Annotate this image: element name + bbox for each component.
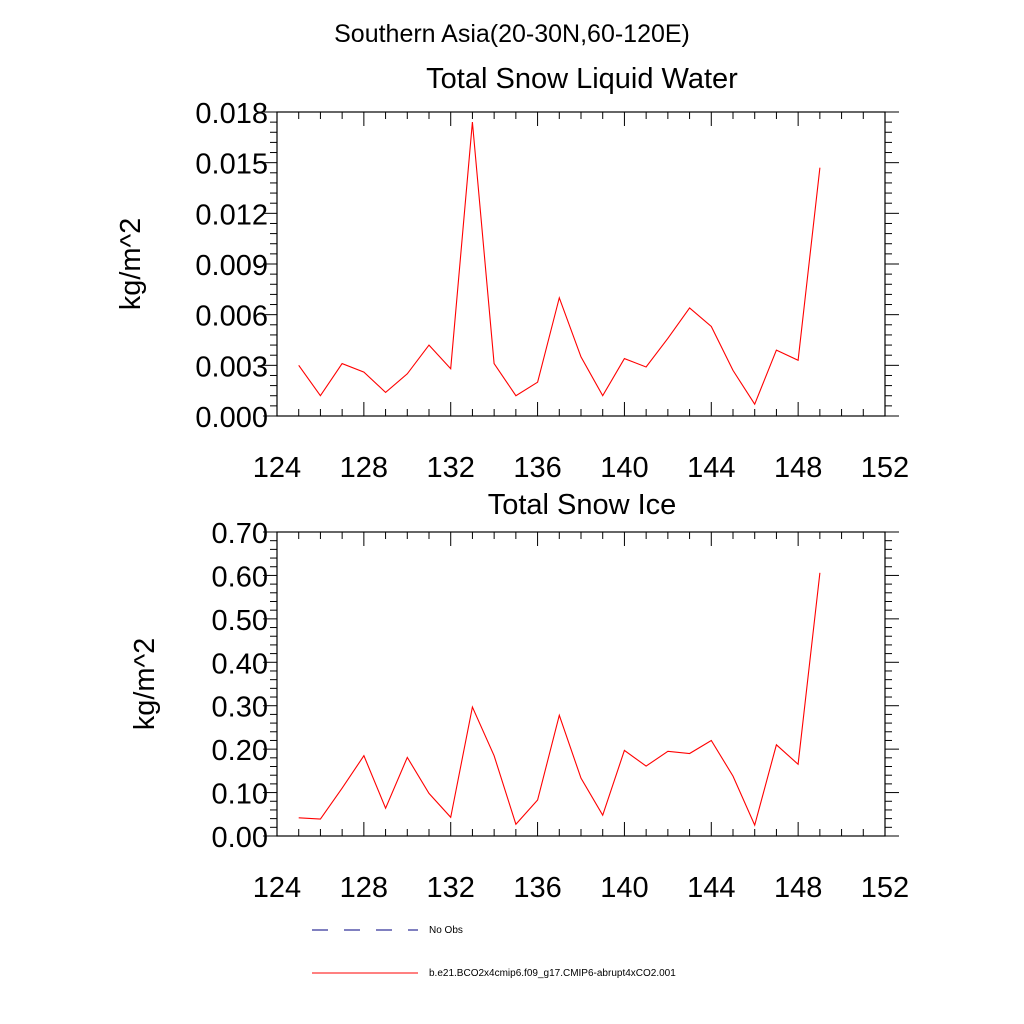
x-tick-label: 148 bbox=[774, 872, 822, 904]
legend-label-model: b.e21.BCO2x4cmip6.f09_g17.CMIP6-abrupt4x… bbox=[429, 968, 676, 979]
y-tick-label: 0.000 bbox=[195, 402, 268, 434]
x-tick-label: 132 bbox=[427, 452, 475, 484]
x-tick-label: 144 bbox=[687, 872, 735, 904]
panel-snow-ice: Total Snow Ice kg/m^2 0.000.100.200.300.… bbox=[129, 489, 909, 904]
panel-title: Total Snow Liquid Water bbox=[426, 63, 738, 95]
y-tick-label: 0.009 bbox=[195, 250, 268, 282]
series-line bbox=[298, 122, 821, 406]
y-tick-label: 0.30 bbox=[212, 692, 268, 724]
x-tick-label: 152 bbox=[861, 872, 909, 904]
x-tick-labels: 124 128 132 136 140 144 148 152 bbox=[253, 452, 909, 484]
y-tick-label: 0.50 bbox=[212, 605, 268, 637]
x-tick-label: 128 bbox=[340, 872, 388, 904]
legend: No Obs b.e21.BCO2x4cmip6.f09_g17.CMIP6-a… bbox=[312, 925, 676, 979]
y-tick-label: 0.003 bbox=[195, 351, 268, 383]
y-tick-label: 0.015 bbox=[195, 149, 268, 181]
series-lines bbox=[298, 572, 821, 827]
x-tick-label: 124 bbox=[253, 872, 301, 904]
y-tick-label: 0.012 bbox=[195, 199, 268, 231]
y-tick-label: 0.70 bbox=[212, 518, 268, 550]
x-tick-label: 136 bbox=[513, 872, 561, 904]
plot-frame bbox=[276, 111, 886, 417]
y-tick-label: 0.00 bbox=[212, 822, 268, 854]
x-tick-label: 140 bbox=[600, 872, 648, 904]
plot-frame bbox=[276, 531, 886, 837]
x-tick-label: 140 bbox=[600, 452, 648, 484]
axis-ticks bbox=[263, 111, 899, 417]
y-tick-labels: 0.000 0.003 0.006 0.009 0.012 0.015 0.018 bbox=[195, 98, 268, 434]
panel-title: Total Snow Ice bbox=[488, 489, 677, 521]
x-tick-labels: 124 128 132 136 140 144 148 152 bbox=[253, 872, 909, 904]
figure-suptitle: Southern Asia(20-30N,60-120E) bbox=[334, 20, 690, 48]
x-tick-label: 132 bbox=[427, 872, 475, 904]
x-tick-label: 124 bbox=[253, 452, 301, 484]
legend-label-no-obs: No Obs bbox=[429, 925, 463, 936]
panel-snow-liquid-water: Total Snow Liquid Water kg/m^2 0.0000.00… bbox=[115, 63, 909, 484]
y-axis-label: kg/m^2 bbox=[115, 218, 147, 311]
y-tick-label: 0.018 bbox=[195, 98, 268, 130]
axis-ticks bbox=[263, 531, 899, 837]
x-tick-label: 144 bbox=[687, 452, 735, 484]
y-tick-label: 0.40 bbox=[212, 648, 268, 680]
y-axis-label: kg/m^2 bbox=[129, 638, 161, 731]
y-tick-labels: 0.00 0.10 0.20 0.30 0.40 0.50 0.60 0.70 bbox=[212, 518, 268, 854]
y-tick-label: 0.006 bbox=[195, 301, 268, 333]
x-tick-label: 136 bbox=[513, 452, 561, 484]
series-lines bbox=[298, 122, 821, 406]
x-tick-label: 128 bbox=[340, 452, 388, 484]
y-tick-label: 0.20 bbox=[212, 735, 268, 767]
x-tick-label: 148 bbox=[774, 452, 822, 484]
x-tick-label: 152 bbox=[861, 452, 909, 484]
y-tick-label: 0.10 bbox=[212, 779, 268, 811]
series-line bbox=[298, 572, 821, 827]
y-tick-label: 0.60 bbox=[212, 561, 268, 593]
